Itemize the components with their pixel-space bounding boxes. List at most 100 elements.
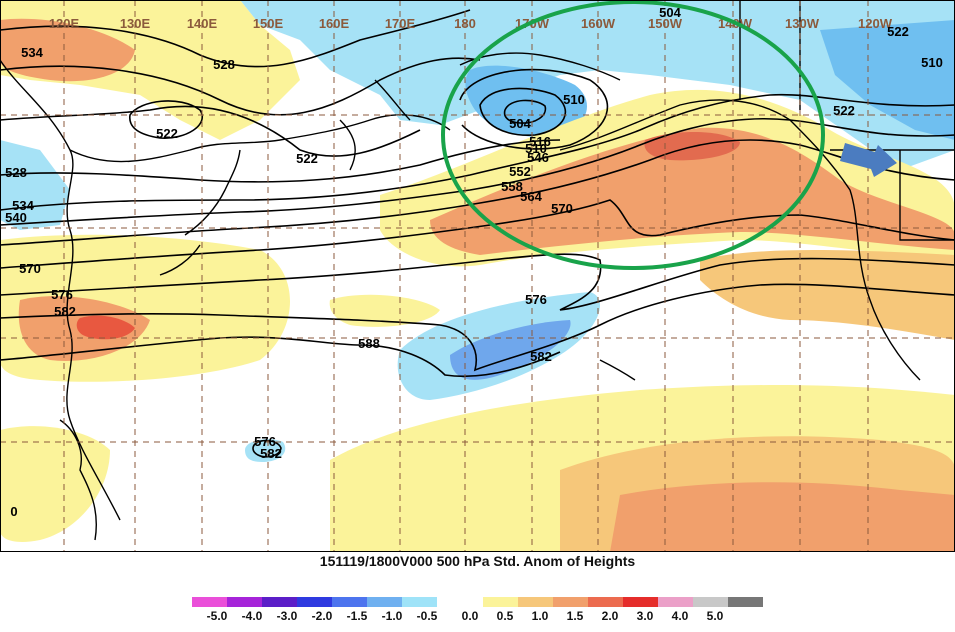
contour-label: 510	[563, 92, 585, 107]
coastline-philippines	[59, 419, 97, 541]
positive-anomaly-sw-corner	[0, 426, 110, 542]
contour-label: 522	[296, 151, 318, 166]
anomaly-shading	[0, 0, 955, 552]
legend-swatch	[297, 597, 332, 607]
contour-label: 510	[525, 141, 547, 156]
lon-label: 170E	[385, 16, 416, 31]
contour-line	[459, 68, 609, 150]
lon-label: 150E	[253, 16, 284, 31]
negative-anomaly-north-pacific	[240, 0, 955, 170]
legend-label: 2.0	[601, 609, 619, 623]
contour-line	[503, 99, 547, 124]
lon-label: 130W	[785, 16, 820, 31]
color-legend	[192, 597, 763, 607]
lon-label: 160E	[319, 16, 350, 31]
contour-line	[0, 117, 955, 226]
positive-anomaly-jet-core	[430, 127, 955, 255]
contour-label: 0	[10, 504, 17, 519]
contour-label: 522	[833, 103, 855, 118]
coastline-asia	[0, 59, 451, 521]
contour-label: 534	[21, 45, 43, 60]
legend-swatch	[332, 597, 367, 607]
contour-line	[479, 87, 567, 136]
contour-label: 564	[520, 189, 542, 204]
contour-label: 504	[659, 5, 681, 20]
contour-label: 540	[5, 210, 27, 225]
contour-label: 588	[358, 336, 380, 351]
coastline-hawaii	[599, 359, 636, 381]
legend-label: -4.0	[241, 609, 263, 623]
contour-line	[0, 9, 471, 68]
lon-label: 130E	[120, 16, 151, 31]
longitude-labels: 120E 130E 140E 150E 160E 170E 180 170W 1…	[49, 16, 893, 31]
annotation-arrow	[840, 143, 897, 177]
contour-label: 576	[51, 287, 73, 302]
contour-label: 504	[509, 116, 531, 131]
contour-label: 576	[254, 434, 276, 449]
contour-label: 552	[509, 164, 531, 179]
legend-label: -3.0	[276, 609, 298, 623]
contour-line	[0, 139, 955, 246]
contour-label: 576	[525, 292, 547, 307]
legend-swatch	[553, 597, 588, 607]
contour-line	[252, 439, 282, 458]
legend-label: 1.0	[531, 609, 549, 623]
anomaly-map: 120E 130E 140E 150E 160E 170E 180 170W 1…	[0, 0, 955, 552]
positive-anomaly-mid-strip	[329, 294, 440, 327]
lon-label: 120W	[858, 16, 893, 31]
legend-swatch	[402, 597, 437, 607]
coastline-japan	[159, 149, 241, 276]
legend-label: 4.0	[671, 609, 689, 623]
positive-anomaly-asia-north-core	[0, 18, 135, 82]
contour-line	[0, 93, 955, 211]
contour-label: 546	[527, 150, 549, 165]
positive-anomaly-west-pacific-inner	[76, 315, 135, 340]
legend-swatch	[367, 597, 402, 607]
highlight-circle	[441, 0, 825, 270]
coastline-kamchatka	[339, 79, 411, 171]
legend-label: -1.0	[381, 609, 403, 623]
height-contours	[0, 9, 955, 458]
contour-label: 558	[501, 179, 523, 194]
legend-swatch	[227, 597, 262, 607]
contour-label: 522	[156, 126, 178, 141]
contour-line	[0, 139, 561, 183]
contour-label: 534	[12, 198, 34, 213]
negative-anomaly-alaska-core	[465, 65, 587, 138]
contour-label: 522	[887, 24, 909, 39]
legend-label: 5.0	[706, 609, 724, 623]
positive-anomaly-tropics-east-inner	[610, 482, 955, 552]
legend-label: 1.5	[566, 609, 584, 623]
lon-label: 180	[454, 16, 476, 31]
contour-label: 582	[54, 304, 76, 319]
lon-label: 120E	[49, 16, 80, 31]
negative-anomaly-central-pacific-core	[450, 320, 571, 380]
lon-label: 140E	[187, 16, 218, 31]
legend-swatch	[588, 597, 623, 607]
legend-label: -5.0	[206, 609, 228, 623]
lat-lon-grid	[0, 0, 955, 552]
legend-label: -1.5	[346, 609, 368, 623]
contour-label: 570	[19, 261, 41, 276]
contour-line	[0, 199, 955, 269]
contour-labels: 534 528 522 522 528 534 540 570 576 582 …	[5, 5, 943, 519]
contour-line	[0, 336, 561, 378]
contour-label: 582	[530, 349, 552, 364]
lon-label: 160W	[581, 16, 616, 31]
legend-label: 0.5	[496, 609, 514, 623]
contour-label: 510	[921, 55, 943, 70]
legend-swatch	[483, 597, 518, 607]
contour-line	[0, 283, 955, 372]
legend-label: -0.5	[416, 609, 438, 623]
legend-swatch	[518, 597, 553, 607]
contour-label: 528	[213, 57, 235, 72]
legend-label: 0.0	[461, 609, 479, 623]
contour-label: 582	[260, 446, 282, 461]
legend-swatch	[693, 597, 728, 607]
legend-swatch	[728, 597, 763, 607]
legend-swatch	[192, 597, 227, 607]
legend-swatch	[623, 597, 658, 607]
contour-line	[129, 100, 203, 139]
contour-label: 528	[5, 165, 27, 180]
contour-label: 516	[529, 134, 551, 149]
